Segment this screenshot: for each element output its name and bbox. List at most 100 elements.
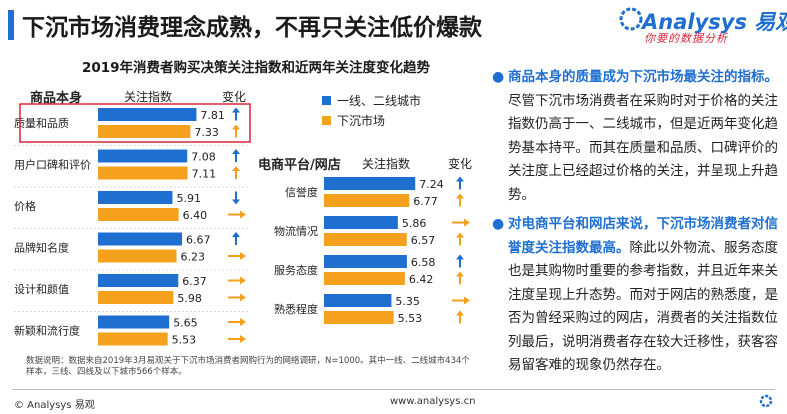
data-label: 5.35 — [395, 295, 420, 308]
bar-lower — [98, 249, 177, 263]
category-label: 熟悉程度 — [274, 302, 318, 316]
trend-up-arrowhead-icon — [232, 166, 240, 171]
data-label: 5.53 — [398, 312, 423, 325]
data-label: 6.58 — [411, 256, 436, 269]
insight-1-headline: 商品本身的质量成为下沉市场最关注的指标。 — [508, 69, 778, 85]
logo-ring-icon — [619, 7, 643, 31]
data-label: 7.08 — [191, 151, 216, 164]
brand-logo: Analysys 易观 你要的数据分析 — [618, 4, 787, 50]
insight-1: ● 商品本身的质量成为下沉市场最关注的指标。尽管下沉市场消费者在采购时对于价格的… — [492, 66, 780, 207]
logo-slogan: 你要的数据分析 — [644, 32, 728, 45]
legend-swatch-tier12 — [322, 95, 331, 105]
trend-flat-arrowhead-icon — [240, 252, 246, 260]
change-header-product: 变化 — [222, 90, 247, 104]
bar-tier12 — [98, 191, 173, 204]
section-label-platform: 电商平台/网店 — [258, 158, 341, 173]
section-label-product: 商品本身 — [30, 91, 83, 106]
legend-swatch-lower — [322, 115, 331, 125]
bar-lower — [98, 208, 179, 221]
data-label: 6.67 — [186, 234, 211, 247]
footer-copyright: © Analysys 易观 — [14, 400, 95, 411]
bar-tier12 — [324, 294, 392, 307]
insight-1-body: 尽管下沉市场消费者在采购时对于价格的关注指数仍高于一、二线城市，但是近两年变化趋… — [508, 92, 778, 203]
logo-name: Analysys 易观 — [642, 10, 787, 34]
change-header-platform: 变化 — [448, 157, 473, 171]
data-label: 6.42 — [409, 273, 434, 286]
trend-up-arrowhead-icon — [456, 271, 464, 277]
bar-lower — [324, 311, 394, 324]
trend-flat-arrowhead-icon — [240, 318, 246, 326]
bar-lower — [98, 125, 191, 138]
insight-2-headline: 对电商平台和网店来说，下沉市场消费者对信誉度关注指数最高。 — [508, 216, 778, 256]
trend-flat-arrowhead-icon — [464, 296, 470, 305]
trend-flat-arrowhead-icon — [464, 218, 470, 227]
legend-item-lower: 下沉市场 — [322, 110, 421, 130]
title-accent-bar — [8, 10, 14, 40]
data-label: 5.65 — [173, 317, 198, 330]
data-label: 5.91 — [176, 192, 201, 205]
bullet-dot-icon: ● — [492, 216, 505, 232]
bar-chart: 质量和品质 7.81 7.33 用户口碑和评价 7.08 7.11 价格 5.91 6.40 品牌… — [14, 103, 470, 347]
data-label: 5.98 — [177, 292, 202, 305]
bar-tier12 — [324, 216, 398, 229]
category-label: 质量和品质 — [14, 117, 69, 130]
trend-up-arrowhead-icon — [456, 310, 464, 316]
bar-lower — [98, 166, 188, 180]
category-label: 服务态度 — [274, 263, 318, 277]
data-label: 7.11 — [192, 168, 217, 181]
data-label: 6.23 — [180, 251, 205, 264]
page-title: 下沉市场消费理念成熟，不再只关注低价爆款 — [22, 15, 482, 41]
category-label: 新颖和流行度 — [14, 324, 80, 338]
footer-divider — [12, 389, 775, 390]
footer-url: www.analysys.cn — [390, 396, 476, 407]
trend-up-arrowhead-icon — [232, 124, 240, 130]
bar-tier12 — [98, 108, 197, 121]
trend-flat-arrowhead-icon — [240, 293, 246, 302]
legend-label-lower: 下沉市场 — [337, 113, 386, 128]
data-label: 7.33 — [194, 126, 219, 139]
trend-up-arrowhead-icon — [456, 232, 464, 238]
bar-lower — [324, 272, 405, 285]
bar-tier12 — [98, 232, 183, 246]
trend-up-arrowhead-icon — [456, 193, 464, 199]
category-label: 用户口碑和评价 — [14, 158, 91, 172]
insight-2-body: 除此以外物流、服务态度也是其购物时重要的参考指数，并且近年来关注度呈现上升态势。… — [508, 239, 778, 374]
trend-down-arrowhead-icon — [232, 199, 240, 205]
data-label: 6.77 — [413, 195, 438, 208]
bar-tier12 — [98, 315, 170, 329]
bullet-dot-icon: ● — [492, 69, 505, 85]
bar-lower — [98, 291, 174, 304]
page-footer: © Analysys 易观 www.analysys.cn — [0, 389, 787, 414]
chart-title: 2019年消费者购买决策关注指数和近两年关注度变化趋势 — [81, 60, 431, 76]
trend-up-arrowhead-icon — [232, 149, 240, 154]
bar-lower — [324, 194, 410, 207]
bar-tier12 — [324, 177, 416, 190]
bar-lower — [324, 233, 407, 246]
data-label: 5.53 — [172, 334, 197, 347]
chart-legend: 一线、二线城市 下沉市场 — [322, 90, 421, 130]
data-label: 6.37 — [182, 275, 207, 288]
category-label: 信誉度 — [285, 185, 318, 199]
insights-panel: ● 商品本身的质量成为下沉市场最关注的指标。尽管下沉市场消费者在采购时对于价格的… — [492, 66, 780, 384]
trend-up-arrowhead-icon — [456, 176, 464, 182]
trend-flat-arrowhead-icon — [240, 276, 246, 285]
highlight-box — [19, 103, 251, 143]
trend-flat-arrowhead-icon — [240, 335, 246, 343]
category-label: 价格 — [14, 199, 36, 213]
data-label: 7.24 — [419, 178, 444, 191]
category-label: 物流情况 — [274, 224, 318, 238]
trend-up-arrowhead-icon — [456, 254, 464, 260]
data-label: 7.81 — [200, 109, 225, 122]
data-footnote: 数据说明：数据来自2019年3月易观关于下沉市场消费者网购行为的网络调研，N=1… — [26, 356, 470, 377]
category-label: 设计和颜值 — [14, 283, 69, 296]
trend-up-arrowhead-icon — [232, 107, 240, 113]
data-label: 6.57 — [411, 234, 436, 247]
trend-up-arrowhead-icon — [232, 232, 240, 237]
bar-tier12 — [324, 255, 407, 268]
data-label: 6.40 — [183, 209, 208, 222]
data-label: 5.86 — [402, 217, 427, 230]
legend-item-tier12: 一线、二线城市 — [322, 90, 421, 110]
insight-2: ● 对电商平台和网店来说，下沉市场消费者对信誉度关注指数最高。除此以外物流、服务… — [492, 213, 780, 378]
category-label: 品牌知名度 — [14, 241, 69, 255]
bar-tier12 — [98, 274, 179, 287]
